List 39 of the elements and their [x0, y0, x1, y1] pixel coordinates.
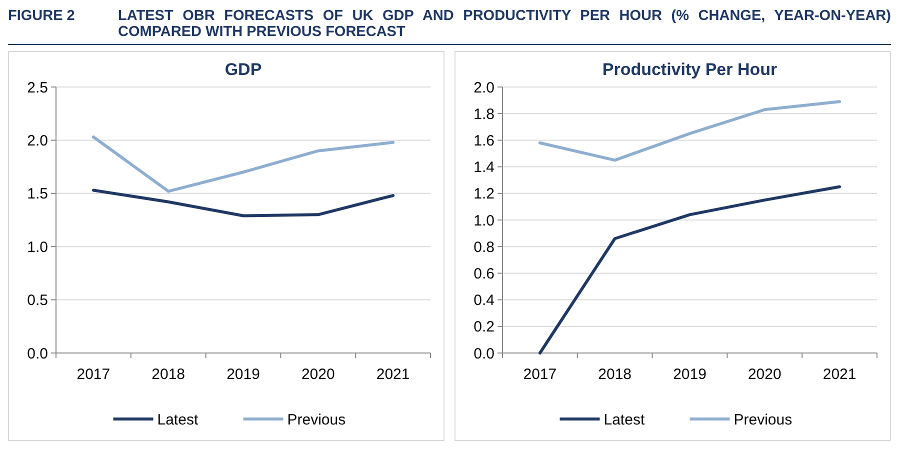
y-tick-label: 1.4 [474, 159, 494, 176]
y-tick-label: 0.0 [474, 345, 494, 362]
x-tick-label: 2018 [152, 366, 186, 383]
y-tick-label: 2.0 [474, 79, 494, 96]
line-series [92, 136, 395, 193]
x-tick-label: 2018 [598, 366, 632, 383]
x-tick-label: 2019 [673, 366, 706, 383]
legend-label: Latest [157, 411, 199, 428]
y-tick-label: 1.8 [474, 106, 494, 123]
y-tick-label: 2.5 [27, 79, 48, 96]
x-tick-label: 2020 [748, 366, 782, 383]
y-tick-label: 0.0 [27, 345, 48, 362]
text: LATEST OBR FORECASTS OF UK GDP AND PRODUCTIVITY PER HOUR (% CHANGE, YEAR-ON-YEAR) COMPARED WITH PREVIOUS FORECAST [118, 8, 891, 40]
y-tick-label: 1.5 [27, 186, 48, 203]
y-tick-label: 0.8 [474, 238, 494, 256]
legend-label: Previous [287, 411, 346, 428]
y-tick-label: 0.6 [474, 265, 494, 282]
y-tick-label: 1.2 [474, 186, 494, 203]
legend-label: Latest [604, 411, 646, 428]
x-tick-label: 2021 [822, 366, 856, 383]
line-series [538, 100, 842, 162]
line-series [538, 185, 842, 354]
x-tick-label: 2017 [76, 366, 110, 383]
y-tick-label: 0.4 [474, 292, 494, 310]
x-tick-label: 2019 [226, 366, 260, 383]
y-tick-label: 0.2 [474, 318, 494, 336]
caption: FIGURE 2 [8, 8, 75, 24]
x-tick-label: 2017 [523, 366, 557, 383]
x-tick-label: 2020 [301, 366, 335, 383]
chart-title: Productivity Per Hour [602, 60, 778, 79]
y-tick-label: 1.0 [474, 212, 494, 230]
x-tick-label: 2021 [376, 366, 410, 383]
y-tick-label: 0.5 [27, 292, 48, 310]
line-series [92, 188, 395, 218]
y-tick-label: 1.0 [27, 238, 48, 256]
y-tick-label: 1.6 [474, 132, 494, 150]
chart-title: GDP [224, 60, 262, 79]
legend-label: Previous [734, 411, 792, 428]
y-tick-label: 2.0 [27, 132, 48, 150]
